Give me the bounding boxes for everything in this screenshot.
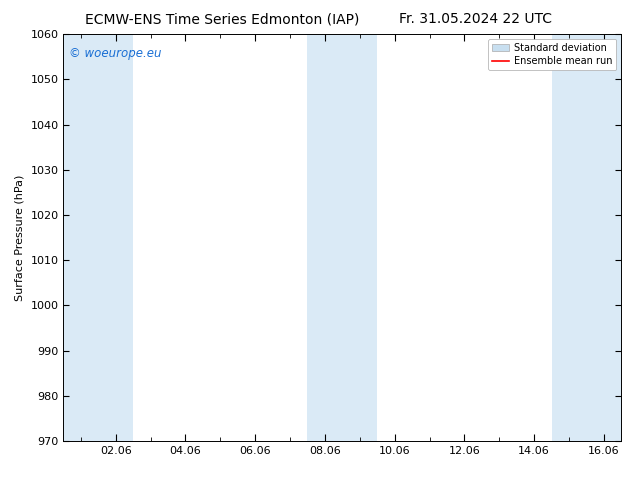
Bar [552,34,621,441]
Legend: Standard deviation, Ensemble mean run: Standard deviation, Ensemble mean run [488,39,616,70]
Bar [63,34,133,441]
Text: © woeurope.eu: © woeurope.eu [69,47,162,59]
Bar [307,34,377,441]
Text: Fr. 31.05.2024 22 UTC: Fr. 31.05.2024 22 UTC [399,12,552,26]
Text: ECMW-ENS Time Series Edmonton (IAP): ECMW-ENS Time Series Edmonton (IAP) [85,12,359,26]
Y-axis label: Surface Pressure (hPa): Surface Pressure (hPa) [15,174,25,301]
